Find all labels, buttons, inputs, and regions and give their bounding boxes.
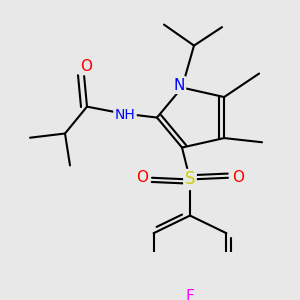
Text: F: F <box>186 289 194 300</box>
Text: S: S <box>185 170 195 188</box>
Text: O: O <box>136 170 148 185</box>
Text: NH: NH <box>115 108 135 122</box>
Text: N: N <box>173 78 185 93</box>
Text: O: O <box>232 170 244 185</box>
Text: O: O <box>80 59 92 74</box>
